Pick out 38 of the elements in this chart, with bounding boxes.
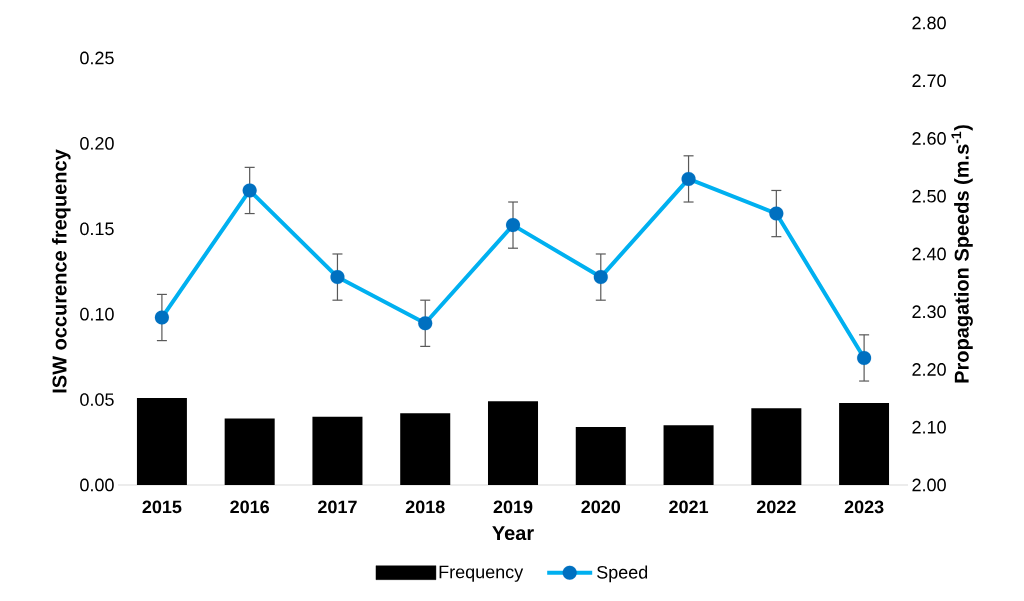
x-tick-label: 2016 — [230, 500, 270, 514]
x-tick-label: 2022 — [756, 500, 796, 514]
x-tick-label: 2021 — [669, 500, 709, 514]
y2-tick-label: 2.50 — [912, 189, 946, 203]
y-tick-label: 0.10 — [80, 307, 114, 321]
y2-tick-label: 2.70 — [912, 74, 946, 88]
bar — [751, 408, 802, 485]
legend-label: Speed — [597, 565, 648, 583]
bar — [839, 403, 890, 485]
x-tick-label: 2023 — [844, 500, 884, 514]
y-tick-label: 0.15 — [80, 222, 114, 236]
x-tick-label: 2020 — [581, 500, 621, 514]
bar — [575, 426, 626, 485]
bar — [400, 413, 451, 485]
y-tick-label: 0.20 — [80, 137, 114, 150]
y2-tick-label: 2.20 — [912, 363, 946, 376]
y2-tick-label: 2.00 — [912, 478, 946, 492]
x-tick-label: 2019 — [493, 500, 533, 514]
y-axis-title: ISW occurence frequency — [51, 149, 71, 393]
y-tick-label: 0.25 — [80, 51, 114, 65]
x-tick-label: 2018 — [405, 500, 445, 514]
y-tick-label: 0.00 — [80, 478, 114, 492]
x-tick-label: 2015 — [142, 500, 182, 514]
bar — [224, 418, 275, 485]
y2-tick-label: 2.80 — [912, 16, 946, 30]
y2-tick-label: 2.10 — [912, 420, 946, 434]
bar — [487, 401, 539, 485]
y-tick-label: 0.05 — [80, 393, 114, 406]
y2-tick-label: 2.30 — [912, 305, 946, 319]
legend-label: Frequency — [439, 565, 524, 582]
bar — [663, 425, 714, 485]
x-tick-label: 2017 — [318, 500, 357, 514]
y2-tick-label: 2.60 — [912, 132, 946, 145]
x-axis-title: Year — [492, 526, 534, 541]
bar — [136, 397, 187, 485]
y2-tick-label: 2.40 — [912, 247, 946, 261]
bar — [312, 416, 363, 485]
y2-axis-title: Propagation Speeds (m.s$^{-1}$) — [951, 125, 973, 383]
